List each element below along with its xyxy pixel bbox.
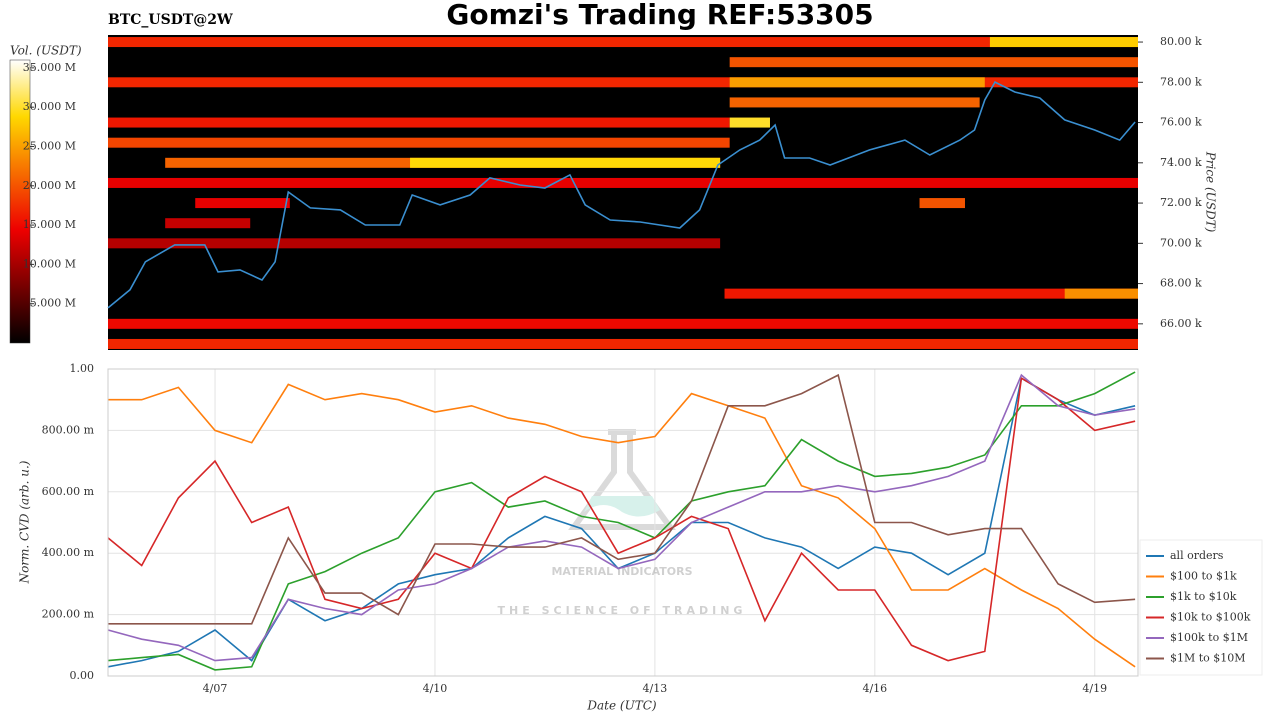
heat-band [108,318,1138,329]
y-tick-label: 400.00 m [42,546,95,559]
series-line [107,376,1136,662]
legend-label: $100k to $1M [1170,631,1248,644]
heat-band [108,338,1138,349]
plot-frame [107,368,1139,677]
y-tick-label: 1.00 [70,362,95,375]
heat-band [108,238,721,249]
watermark-logo [568,429,676,530]
cvd-chart: 0.00 200.00 m 400.00 m 600.00 m 800.00 m 1.00… [18,362,1263,713]
y-tick-label: 600.00 m [42,485,95,498]
heat-band [410,157,721,168]
page-title: Gomzi's Trading REF:53305 [446,0,873,31]
heat-band [729,97,980,108]
heat-band [195,198,290,209]
x-tick-label: 4/19 [1082,682,1107,695]
heat-band [729,117,770,128]
series-line [108,383,1136,668]
legend-label: $100 to $1k [1170,570,1237,583]
colorbar-label: Vol. (USDT) [10,44,82,58]
colorbar-tick-label: 35.000 M [23,61,76,74]
heat-band [729,57,1138,68]
x-tick-label: 4/07 [203,682,228,695]
heat-band [108,77,1138,88]
legend-label: $10k to $100k [1170,611,1251,624]
y-tick-label: 76.00 k [1160,116,1202,129]
y-tick-label: 0.00 [70,669,95,682]
heat-band [108,177,1138,188]
heat-band [1064,288,1138,299]
y-axis-label: Price (USDT) [1204,151,1218,233]
legend-label: $1k to $10k [1170,590,1237,603]
y-tick-label: 72.00 k [1160,196,1202,209]
legend-label: all orders [1170,549,1224,562]
price-line [107,81,1136,309]
legend-label: $1M to $10M [1170,652,1246,665]
series-line [107,376,1136,668]
colorbar [9,59,31,344]
heat-band [989,37,1138,48]
x-tick-label: 4/16 [862,682,887,695]
heat-band [108,37,1138,48]
colorbar-tick-label: 20.000 M [23,179,76,192]
series-line [107,371,1136,671]
y-tick-label: 78.00 k [1160,75,1202,88]
colorbar-tick-label: 25.000 M [23,139,76,152]
colorbar-tick-label: 30.000 M [23,100,76,113]
y-tick-label: 80.00 k [1160,35,1202,48]
y-tick-label: 74.00 k [1160,156,1202,169]
watermark: MATERIAL INDICATORS [551,565,692,578]
heat-band [724,288,1138,299]
heat-band [919,198,965,209]
y-tick-label: 66.00 k [1160,317,1202,330]
y-tick-label: 68.00 k [1160,277,1202,290]
y-tick-label: 200.00 m [42,608,95,621]
legend-box [1139,539,1263,676]
legend: all orders $100 to $1k $1k to $10k $10k to … [1139,539,1263,676]
y-tick-label: 70.00 k [1160,236,1202,249]
watermark: THE SCIENCE OF TRADING [498,604,747,617]
heat-band [165,218,251,229]
series-line [107,373,1136,662]
symbol-label: BTC_USDT@2W [108,12,233,28]
heat-band [108,117,730,128]
x-tick-label: 4/10 [423,682,448,695]
heatmap-chart: 66.00 k 68.00 k 70.00 k 72.00 k 74.00 k 76.00… [23,35,1218,350]
x-tick-label: 4/13 [643,682,668,695]
y-tick-label: 800.00 m [42,423,95,436]
colorbar-tick-label: 15.000 M [23,218,76,231]
series-line [108,373,1136,625]
y-axis-label: Norm. CVD (arb. u.) [18,460,32,584]
colorbar-tick-label: 10.000 M [23,257,76,270]
x-axis-label: Date (UTC) [586,699,656,713]
colorbar-tick-label: 5.000 M [30,297,76,310]
heat-band [108,137,730,148]
heat-band [729,77,985,88]
